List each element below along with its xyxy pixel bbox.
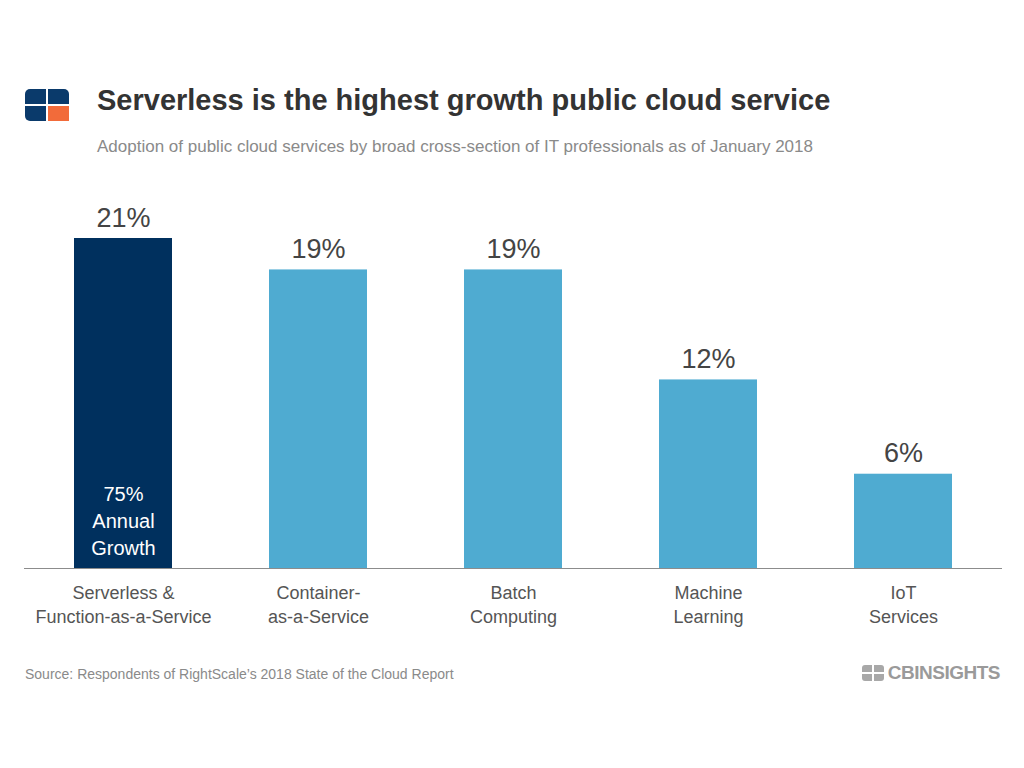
svg-text:MachineLearning: MachineLearning <box>673 583 743 626</box>
svg-text:6%: 6% <box>884 438 923 468</box>
svg-text:IoTServices: IoTServices <box>869 583 938 626</box>
svg-text:BatchComputing: BatchComputing <box>470 583 557 626</box>
svg-text:Container-as-a-Service: Container-as-a-Service <box>268 583 369 626</box>
svg-text:12%: 12% <box>681 344 735 374</box>
html-text:Source: Respondents of RightSc: Source: Respondents of RightScale’s 2018… <box>25 666 454 682</box>
svg-text:Serverless &Function-as-a-Serv: Serverless &Function-as-a-Service <box>35 583 211 626</box>
svg-text:21%: 21% <box>96 203 150 233</box>
html-text:CBINSIGHTS: CBINSIGHTS <box>887 662 1000 683</box>
svg-text:75%AnnualGrowth: 75%AnnualGrowth <box>91 483 155 559</box>
svg-text:19%: 19% <box>291 234 345 264</box>
svg-text:19%: 19% <box>486 234 540 264</box>
html-text:Serverless is the highest grow: Serverless is the highest growth public … <box>97 84 831 116</box>
html-text:Adoption of public cloud servi: Adoption of public cloud services by bro… <box>97 137 813 156</box>
